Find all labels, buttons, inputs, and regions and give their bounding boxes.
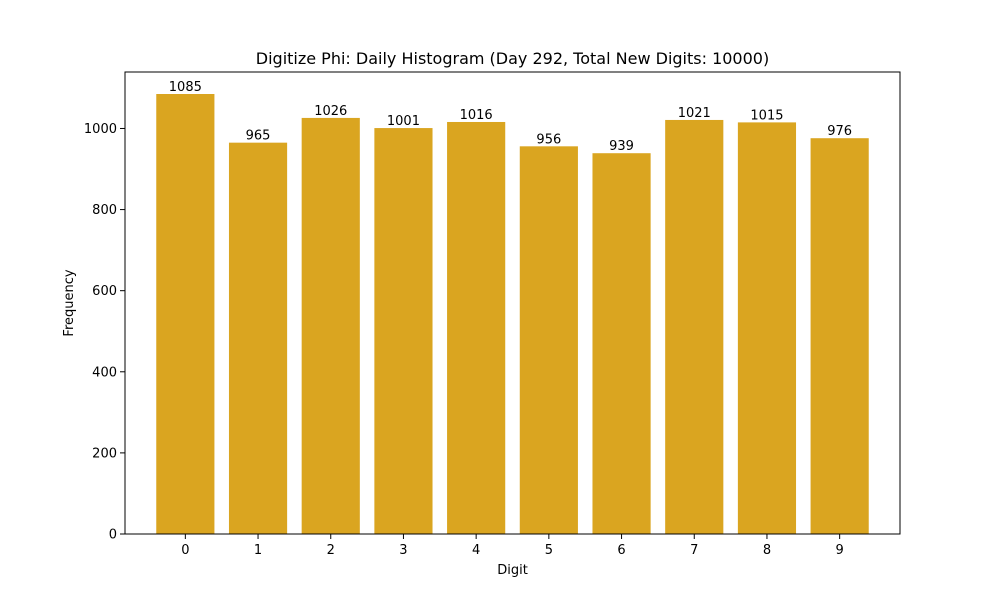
x-tick-label: 5 [545,543,553,558]
data-label-digit-7: 1021 [678,106,711,121]
y-tick-label: 0 [109,528,117,543]
x-tick-label: 1 [254,543,262,558]
bar-digit-2 [301,117,360,534]
data-labels-group: 1085 965 1026 1001 1016 956 939 1021 1015 976 [169,80,852,154]
y-tick-label: 200 [92,446,117,461]
bar-digit-7 [665,119,724,534]
bar-digit-8 [737,122,797,535]
bar-digit-5 [519,146,578,535]
data-label-digit-1: 965 [246,129,271,144]
data-label-digit-6: 939 [609,139,634,154]
y-axis-label: Frequency [62,269,77,336]
x-tick-label: 7 [690,543,698,558]
plot-frame [124,71,901,535]
data-label-digit-2: 1026 [314,104,347,119]
bar-digit-6 [592,153,651,534]
y-tick-label: 400 [92,365,117,380]
y-tick-label: 600 [92,284,117,299]
x-axis-label: Digit [497,563,528,578]
data-label-digit-3: 1001 [387,114,420,129]
y-tick-label: 1000 [84,122,117,137]
bar-digit-1 [228,142,288,535]
data-label-digit-0: 1085 [169,80,202,95]
data-label-digit-4: 1016 [460,108,493,123]
y-tick-label: 800 [92,203,117,218]
bars-group [156,94,869,535]
x-tick-label: 9 [836,543,844,558]
x-tick-label: 0 [181,543,189,558]
bar-digit-9 [810,138,869,534]
data-label-digit-8: 1015 [750,108,783,123]
data-label-digit-5: 956 [536,132,561,147]
x-tick-label: 2 [327,543,335,558]
bar-digit-3 [374,128,433,534]
x-tick-label: 6 [617,543,625,558]
y-axis-ticks: 0 200 400 600 800 1000 [84,122,125,543]
bar-digit-4 [447,121,506,534]
chart-title: Digitize Phi: Daily Histogram (Day 292, … [256,49,769,68]
x-tick-label: 3 [399,543,407,558]
x-tick-label: 8 [763,543,771,558]
x-axis-ticks: 0 1 2 3 4 5 6 7 8 9 [181,534,844,558]
x-tick-label: 4 [472,543,480,558]
bar-digit-0 [156,94,215,534]
data-label-digit-9: 976 [827,124,852,139]
